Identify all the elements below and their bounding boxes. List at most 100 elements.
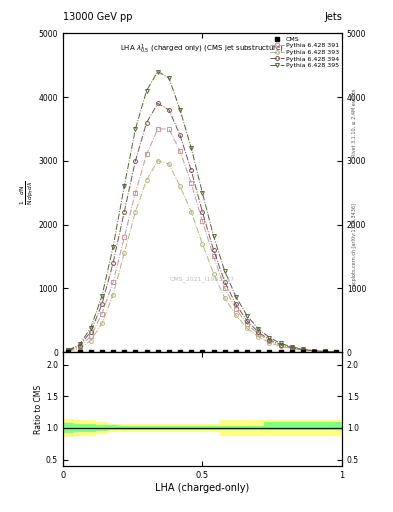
Pythia 6.428 395 [267, 334, 272, 340]
Pythia 6.428 395 [211, 233, 216, 239]
Bar [185, 424, 197, 432]
Bar [130, 426, 141, 430]
Bar [74, 420, 85, 436]
Pythia 6.428 395 [323, 348, 327, 354]
Pythia 6.428 393 [278, 344, 283, 350]
Pythia 6.428 395 [99, 293, 104, 299]
Bar [219, 420, 230, 436]
CMS [301, 349, 305, 355]
Pythia 6.428 395 [178, 106, 182, 113]
CMS [189, 349, 194, 355]
Pythia 6.428 391 [99, 311, 104, 317]
CMS [334, 349, 339, 355]
Bar [331, 422, 342, 430]
Bar [208, 424, 219, 432]
Pythia 6.428 395 [245, 313, 250, 319]
Pythia 6.428 391 [133, 189, 138, 196]
Pythia 6.428 394 [111, 260, 116, 266]
CMS [88, 349, 93, 355]
Pythia 6.428 393 [122, 250, 127, 257]
Bar [163, 426, 174, 430]
Bar [119, 426, 130, 430]
Pythia 6.428 395 [155, 69, 160, 75]
Pythia 6.428 394 [200, 209, 205, 215]
Pythia 6.428 394 [222, 279, 227, 285]
CMS [133, 349, 138, 355]
Pythia 6.428 395 [88, 325, 93, 331]
Bar [108, 425, 119, 431]
Bar [241, 426, 253, 430]
Pythia 6.428 394 [323, 349, 327, 355]
Line: Pythia 6.428 394: Pythia 6.428 394 [66, 101, 338, 354]
Pythia 6.428 394 [133, 158, 138, 164]
Pythia 6.428 391 [256, 331, 261, 337]
Y-axis label: $\frac{1}{\mathrm{N}}\frac{d\mathrm{N}}{d\mathrm{p}_T d\lambda}$: $\frac{1}{\mathrm{N}}\frac{d\mathrm{N}}{… [18, 180, 36, 205]
Pythia 6.428 391 [289, 345, 294, 351]
Bar [320, 422, 331, 430]
Pythia 6.428 394 [167, 106, 171, 113]
Pythia 6.428 393 [301, 347, 305, 353]
Pythia 6.428 394 [178, 132, 182, 138]
Pythia 6.428 395 [122, 183, 127, 189]
CMS [77, 349, 82, 355]
Bar [163, 424, 174, 432]
Pythia 6.428 391 [167, 126, 171, 132]
Bar [275, 420, 286, 436]
CMS [178, 349, 182, 355]
Pythia 6.428 391 [233, 306, 238, 312]
Bar [264, 422, 275, 430]
Pythia 6.428 394 [66, 348, 71, 354]
Bar [119, 424, 130, 432]
CMS [155, 349, 160, 355]
Pythia 6.428 394 [233, 301, 238, 307]
Bar [320, 420, 331, 436]
Bar [241, 420, 253, 436]
Pythia 6.428 393 [256, 334, 261, 340]
Line: Pythia 6.428 393: Pythia 6.428 393 [66, 159, 338, 354]
Bar [152, 424, 163, 432]
Bar [275, 422, 286, 430]
Pythia 6.428 393 [144, 177, 149, 183]
Pythia 6.428 393 [323, 349, 327, 355]
Pythia 6.428 395 [167, 75, 171, 81]
Pythia 6.428 393 [111, 292, 116, 298]
Pythia 6.428 393 [289, 346, 294, 352]
Pythia 6.428 394 [256, 329, 261, 335]
Pythia 6.428 391 [200, 218, 205, 224]
Bar [253, 420, 264, 436]
Pythia 6.428 393 [167, 161, 171, 167]
Pythia 6.428 393 [267, 339, 272, 346]
Pythia 6.428 393 [133, 209, 138, 215]
Text: 13000 GeV pp: 13000 GeV pp [63, 11, 132, 22]
CMS [278, 349, 283, 355]
Bar [141, 426, 152, 430]
Pythia 6.428 391 [211, 253, 216, 260]
CMS [233, 349, 238, 355]
Pythia 6.428 394 [301, 347, 305, 353]
Bar [74, 423, 85, 433]
Pythia 6.428 391 [144, 152, 149, 158]
Pythia 6.428 394 [267, 336, 272, 343]
Pythia 6.428 395 [312, 348, 316, 354]
Pythia 6.428 393 [88, 337, 93, 344]
Pythia 6.428 395 [233, 293, 238, 300]
Pythia 6.428 393 [312, 348, 316, 354]
Pythia 6.428 391 [334, 349, 339, 355]
Pythia 6.428 395 [111, 244, 116, 250]
Pythia 6.428 393 [189, 209, 194, 215]
CMS [99, 349, 104, 355]
Bar [63, 419, 74, 437]
CMS [222, 349, 227, 355]
Pythia 6.428 394 [77, 343, 82, 349]
Bar [331, 420, 342, 436]
Pythia 6.428 391 [278, 343, 283, 349]
Pythia 6.428 393 [222, 295, 227, 301]
Pythia 6.428 393 [233, 312, 238, 318]
Pythia 6.428 395 [289, 344, 294, 350]
Pythia 6.428 391 [122, 234, 127, 240]
Pythia 6.428 393 [178, 183, 182, 189]
CMS [323, 349, 327, 355]
Bar [286, 422, 297, 430]
Pythia 6.428 393 [77, 346, 82, 352]
CMS [144, 349, 149, 355]
